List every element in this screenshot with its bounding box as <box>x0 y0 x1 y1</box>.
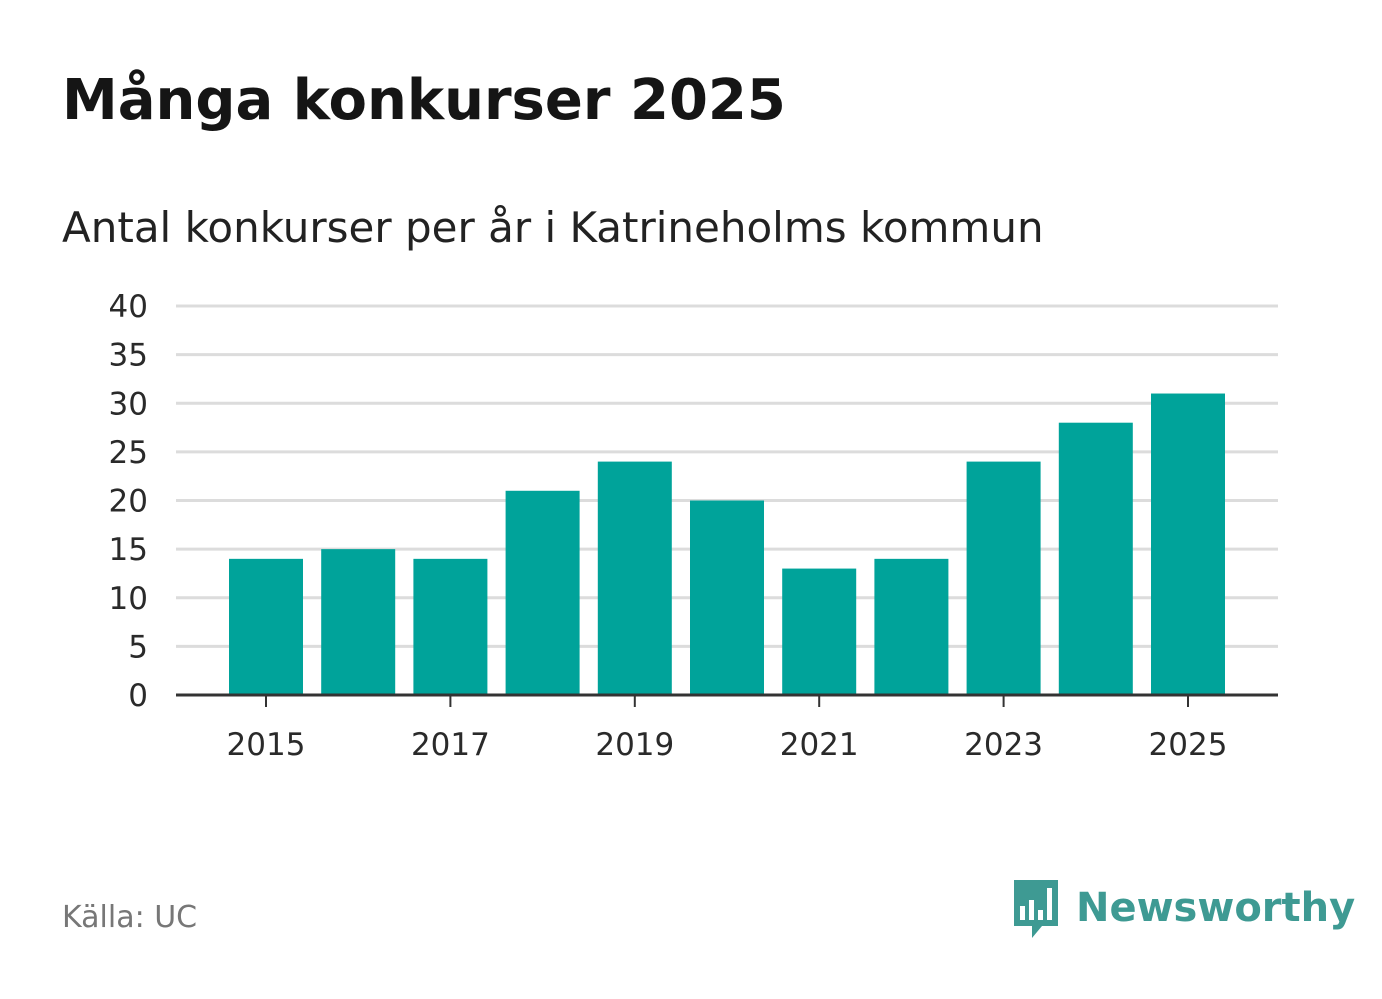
bar-2015 <box>229 558 303 695</box>
y-tick-label: 15 <box>109 532 148 568</box>
x-tick-label: 2019 <box>595 727 674 763</box>
bar-2025 <box>1151 393 1225 695</box>
source-note: Källa: UC <box>62 900 198 935</box>
x-tick-label: 2015 <box>227 727 306 763</box>
y-axis-labels: 0 5 10 15 20 25 30 35 40 <box>109 289 148 714</box>
x-tick-label: 2025 <box>1149 727 1228 763</box>
y-tick-label: 30 <box>109 386 148 422</box>
x-tick-label: 2021 <box>780 727 859 763</box>
chart-subtitle: Antal konkurser per år i Katrineholms ko… <box>62 203 1044 252</box>
bar-chart-speech-bubble-icon <box>1010 876 1062 940</box>
brand-logo: Newsworthy <box>1010 876 1355 940</box>
y-tick-label: 40 <box>109 289 148 325</box>
y-tick-label: 20 <box>109 484 148 520</box>
y-tick-label: 0 <box>128 678 148 714</box>
bars <box>229 393 1225 695</box>
bar-2019 <box>597 461 672 695</box>
x-tick-label: 2017 <box>411 727 490 763</box>
bar-2016 <box>321 549 396 695</box>
bar-2024 <box>1058 422 1133 695</box>
bar-2022 <box>874 558 949 695</box>
bar-2018 <box>505 490 580 695</box>
y-tick-label: 25 <box>109 435 148 471</box>
x-axis-labels: 2015 2017 2019 2021 2023 2025 <box>227 727 1228 763</box>
brand-name: Newsworthy <box>1076 885 1356 931</box>
chart-title: Många konkurser 2025 <box>62 68 786 133</box>
y-tick-label: 10 <box>109 581 148 617</box>
bar-2023 <box>966 461 1041 695</box>
bar-2017 <box>413 558 488 695</box>
x-tick-label: 2023 <box>964 727 1043 763</box>
bar-2020 <box>690 500 764 695</box>
y-tick-label: 5 <box>128 629 148 665</box>
y-tick-label: 35 <box>109 338 148 374</box>
x-axis <box>176 693 1278 707</box>
bar-2021 <box>782 568 857 695</box>
